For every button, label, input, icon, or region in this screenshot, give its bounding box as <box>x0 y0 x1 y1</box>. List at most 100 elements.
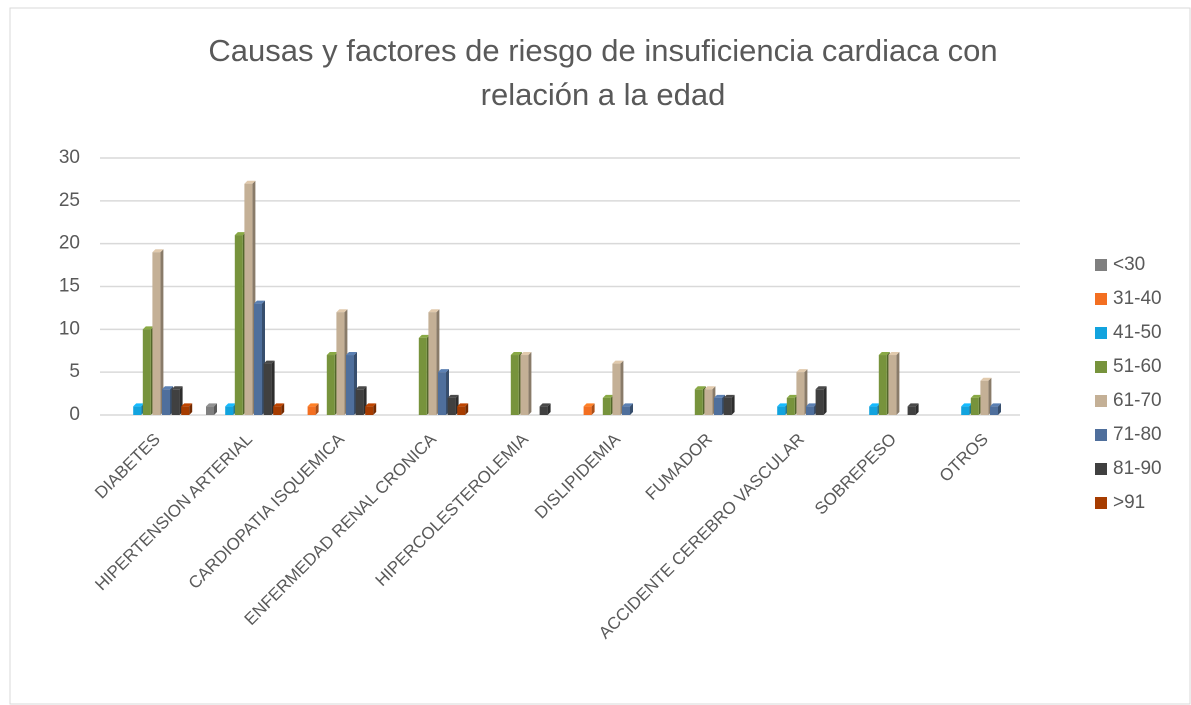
bar-top <box>980 377 992 381</box>
bar-top <box>244 180 256 184</box>
bar-side <box>189 403 193 415</box>
bar-top <box>888 352 900 356</box>
bar-top <box>447 394 459 398</box>
legend-label: >91 <box>1113 492 1145 513</box>
bar-side <box>547 403 551 415</box>
legend-swatch <box>1095 497 1107 509</box>
bar-top <box>583 403 595 407</box>
bar-side <box>281 403 285 415</box>
legend-swatch <box>1095 327 1107 339</box>
bar <box>234 235 243 415</box>
bar-top <box>806 403 817 407</box>
bar <box>273 406 282 415</box>
bar-top <box>869 403 881 407</box>
bar <box>336 312 345 415</box>
bar <box>777 406 786 415</box>
legend-label: 81-90 <box>1113 458 1162 479</box>
bar-top <box>206 403 217 407</box>
bar-side <box>896 352 900 415</box>
bar-top <box>273 403 285 407</box>
bar <box>980 380 989 415</box>
bar-top <box>346 352 357 356</box>
bar <box>244 183 253 415</box>
bar <box>622 406 630 415</box>
bar-top <box>907 403 919 407</box>
bar-side <box>214 403 217 415</box>
bar-top <box>133 403 145 407</box>
bar-side <box>998 403 1001 415</box>
bar <box>602 397 611 415</box>
bar-top <box>815 386 827 390</box>
bar <box>583 406 592 415</box>
bar <box>152 252 161 415</box>
bar <box>142 329 151 415</box>
bar-side <box>160 249 164 415</box>
bar-top <box>142 326 154 330</box>
bar-top <box>457 403 469 407</box>
bar-side <box>271 360 275 415</box>
bar-top <box>326 352 338 356</box>
bar-top <box>225 403 237 407</box>
bar <box>254 303 262 415</box>
bar-top <box>510 352 522 356</box>
bar-top <box>254 300 265 304</box>
bar-top <box>970 394 982 398</box>
bar <box>888 355 897 415</box>
bar <box>225 406 234 415</box>
bar <box>612 363 621 415</box>
bar <box>162 389 170 415</box>
legend-label: 51-60 <box>1113 356 1162 377</box>
bar-side <box>315 403 319 415</box>
bar-top <box>162 386 173 390</box>
bar-side <box>915 403 919 415</box>
bar <box>714 397 722 415</box>
bar-top <box>234 232 246 236</box>
bar-side <box>804 369 808 415</box>
bar-top <box>796 369 808 373</box>
bar-top <box>990 403 1001 407</box>
legend-label: 71-80 <box>1113 424 1162 445</box>
bar-top <box>307 403 319 407</box>
bar <box>815 389 824 415</box>
y-tick-label: 0 <box>69 404 80 425</box>
chart-title-line-1: Causas y factores de riesgo de insuficie… <box>208 33 997 68</box>
bar-side <box>823 386 827 415</box>
bar <box>510 355 519 415</box>
bar-top <box>365 403 377 407</box>
bar-side <box>591 403 595 415</box>
chart-title-line-2: relación a la edad <box>481 77 726 112</box>
legend-swatch <box>1095 259 1107 271</box>
bar <box>990 406 998 415</box>
chart-frame <box>9 7 1191 705</box>
y-tick-label: 15 <box>59 276 80 297</box>
bar-top <box>723 394 735 398</box>
legend-swatch <box>1095 361 1107 373</box>
legend-label: 31-40 <box>1113 288 1162 309</box>
bar-top <box>777 403 789 407</box>
bar <box>365 406 374 415</box>
bar-top <box>181 403 193 407</box>
bar-side <box>620 360 624 415</box>
bar <box>133 406 142 415</box>
bar <box>447 397 456 415</box>
bar <box>961 406 970 415</box>
legend-label: 41-50 <box>1113 322 1162 343</box>
bar <box>307 406 316 415</box>
bar-side <box>988 377 992 415</box>
bar-top <box>263 360 275 364</box>
y-tick-label: 25 <box>59 190 80 211</box>
legend-label: 61-70 <box>1113 390 1162 411</box>
legend-label: <30 <box>1113 254 1145 275</box>
bar <box>539 406 548 415</box>
bar-top <box>428 309 440 313</box>
bar-side <box>373 403 377 415</box>
bar <box>418 337 427 415</box>
bar <box>970 397 979 415</box>
legend-swatch <box>1095 429 1107 441</box>
bar <box>171 389 180 415</box>
bar-top <box>355 386 367 390</box>
bar-top <box>786 394 798 398</box>
bar <box>438 372 446 415</box>
bar <box>428 312 437 415</box>
